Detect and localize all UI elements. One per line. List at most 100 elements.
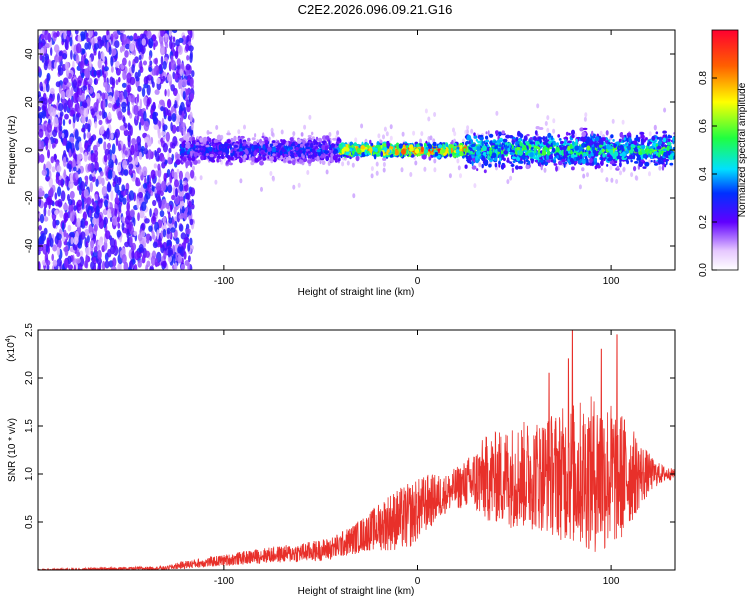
heatmap-cell xyxy=(453,131,457,137)
heatmap-cell xyxy=(300,132,304,137)
heatmap-cell xyxy=(104,148,111,156)
heatmap-cell xyxy=(485,131,488,135)
heatmap-cell xyxy=(87,163,92,172)
heatmap-cell xyxy=(551,147,556,153)
heatmap-cell xyxy=(78,141,82,150)
heatmap-cell xyxy=(80,218,86,229)
heatmap-cell xyxy=(101,177,105,187)
heatmap-cell xyxy=(270,127,274,133)
heatmap-cell xyxy=(167,73,172,83)
heatmap-cell xyxy=(317,137,323,142)
heatmap-cell xyxy=(162,60,167,70)
heatmap-cell xyxy=(102,260,106,270)
heatmap-cell xyxy=(86,97,91,107)
heatmap-cell xyxy=(154,257,158,268)
heatmap-cell xyxy=(129,125,133,136)
heatmap-cell xyxy=(153,66,157,76)
heatmap-cell xyxy=(427,116,431,122)
heatmap-cell xyxy=(98,262,102,270)
heatmap-cell xyxy=(433,158,437,164)
heatmap-cell xyxy=(121,101,127,109)
heatmap-cell xyxy=(72,92,78,104)
heatmap-cell xyxy=(97,36,102,42)
heatmap-cell xyxy=(642,166,647,169)
heatmap-cell xyxy=(619,161,622,168)
heatmap-cell xyxy=(91,175,96,183)
heatmap-cell xyxy=(129,76,136,86)
heatmap-cell xyxy=(184,150,188,156)
heatmap-cell xyxy=(178,124,183,133)
heatmap-cell xyxy=(588,154,592,159)
heatmap-cell xyxy=(43,43,47,54)
heatmap-cell xyxy=(611,163,617,167)
heatmap-cell xyxy=(307,134,312,138)
heatmap-cell xyxy=(586,145,591,151)
heatmap-cell xyxy=(159,99,165,106)
heatmap-cell xyxy=(55,81,61,88)
heatmap-cell xyxy=(121,216,125,222)
heatmap-cell xyxy=(495,130,499,135)
heatmap-cell xyxy=(495,110,499,116)
heatmap-cell xyxy=(662,130,667,134)
heatmap-cell xyxy=(108,46,112,55)
heatmap-cell xyxy=(171,113,177,122)
heatmap-cell xyxy=(66,30,71,36)
heatmap-cell xyxy=(162,216,166,224)
heatmap-cell xyxy=(114,131,118,138)
heatmap-cell xyxy=(233,135,237,142)
heatmap-cell xyxy=(43,125,47,132)
heatmap-cell xyxy=(300,143,303,148)
heatmap-cell xyxy=(187,242,191,252)
heatmap-cell xyxy=(483,140,486,145)
heatmap-cell xyxy=(548,154,553,160)
heatmap-cell xyxy=(567,140,572,144)
heatmap-cell xyxy=(470,128,474,134)
heatmap-cell xyxy=(648,131,652,137)
heatmap-cell xyxy=(466,134,472,141)
heatmap-cell xyxy=(662,151,668,157)
heatmap-cell xyxy=(57,186,62,197)
heatmap-cell xyxy=(136,93,140,103)
heatmap-cell xyxy=(320,153,324,159)
heatmap-cell xyxy=(55,176,60,184)
heatmap-cell xyxy=(306,170,310,175)
heatmap-cell xyxy=(640,159,645,163)
heatmap-cell xyxy=(163,107,166,118)
heatmap-cell xyxy=(626,160,629,165)
heatmap-cell xyxy=(574,142,578,146)
heatmap-cell xyxy=(139,98,142,109)
heatmap-cell xyxy=(308,114,312,120)
heatmap-cell xyxy=(64,245,69,257)
heatmap-cell xyxy=(78,87,83,96)
heatmap-cell xyxy=(477,140,481,144)
heatmap-cell xyxy=(160,55,164,66)
heatmap-cell xyxy=(105,128,110,140)
heatmap-cell xyxy=(163,221,167,231)
heatmap-cell xyxy=(129,259,133,269)
heatmap-cell xyxy=(94,31,98,37)
heatmap-cell xyxy=(163,172,167,183)
heatmap-cell xyxy=(179,196,184,202)
heatmap-cell xyxy=(49,187,54,198)
heatmap-cell xyxy=(69,36,73,47)
heatmap-cell xyxy=(62,156,67,168)
heatmap-cell xyxy=(200,143,205,146)
heatmap-cell xyxy=(478,162,482,168)
heatmap-cell xyxy=(205,152,209,157)
heatmap-cell xyxy=(167,88,170,97)
heatmap-cell xyxy=(263,137,269,141)
heatmap-cell xyxy=(239,152,243,156)
heatmap-cell xyxy=(143,120,150,132)
heatmap-cell xyxy=(149,235,152,242)
heatmap-cell xyxy=(116,216,120,223)
heatmap-cell xyxy=(171,153,174,161)
heatmap-cell xyxy=(60,178,64,188)
heatmap-cell xyxy=(40,233,46,242)
heatmap-cell xyxy=(564,138,567,145)
heatmap-cell xyxy=(62,203,69,211)
heatmap-cell xyxy=(93,102,99,112)
heatmap-cell xyxy=(63,229,67,238)
heatmap-cell xyxy=(585,162,590,166)
heatmap-cell xyxy=(448,173,452,179)
heatmap-cell xyxy=(270,156,274,162)
